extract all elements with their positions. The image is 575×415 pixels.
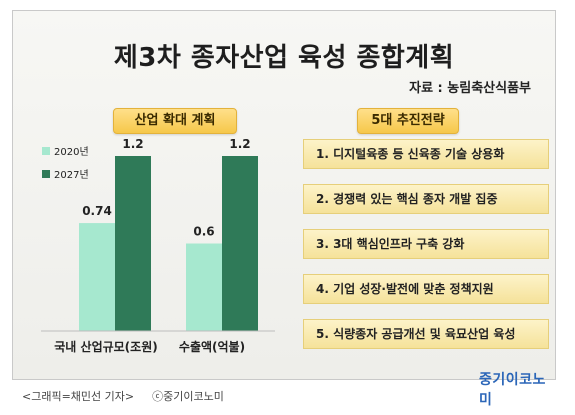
industry-plan-heading: 산업 확대 계획 [113, 108, 237, 134]
data-label-1-1: 0.74 [82, 204, 112, 218]
caption-copyright: ⓒ중기이코노미 [152, 390, 224, 403]
strategy-item-5: 5. 식량종자 공급개선 및 육묘산업 육성 [303, 319, 549, 349]
data-label-2-2: 1.2 [229, 137, 250, 151]
strategy-item-1: 1. 디지털육종 등 신육종 기술 상용화 [303, 139, 549, 169]
data-label-2-1: 0.6 [193, 225, 214, 239]
category-label-2: 수출액(억불) [179, 339, 245, 354]
infographic-frame: 제3차 종자산업 육성 종합계획 자료 : 농림축산식품부 산업 확대 계획 5… [12, 10, 556, 408]
bar-2-1 [186, 243, 222, 331]
brand-logo: 중기이코노미 [479, 372, 546, 408]
bar-chart: 0.74 1.2 국내 산업규모(조원) 0.6 1.2 수출액(억불) 2020년 2027… [41, 137, 275, 354]
legend-label-2: 2027년 [54, 169, 89, 181]
legend-label-1: 2020년 [54, 146, 89, 158]
strategy-item-2: 2. 경쟁력 있는 핵심 종자 개발 집중 [303, 184, 549, 214]
caption: <그래픽=채민선 기자> ⓒ중기이코노미 [22, 388, 224, 404]
strategy-item-3: 3. 3대 핵심인프라 구축 강화 [303, 229, 549, 259]
data-label-1-2: 1.2 [122, 137, 143, 151]
strategy-item-4: 4. 기업 성장·발전에 맞춘 정책지원 [303, 274, 549, 304]
bar-1-1 [79, 223, 115, 331]
bar-2-2 [222, 156, 258, 331]
legend-swatch-2 [42, 170, 50, 178]
bar-1-2 [115, 156, 151, 331]
category-label-1: 국내 산업규모(조원) [54, 339, 157, 354]
source-label: 자료 : 농림축산식품부 [409, 81, 531, 96]
legend-swatch-1 [42, 147, 50, 155]
strategy-heading: 5대 추진전략 [357, 108, 459, 134]
page-title: 제3차 종자산업 육성 종합계획 [113, 43, 455, 73]
caption-credit: <그래픽=채민선 기자> [22, 390, 135, 403]
